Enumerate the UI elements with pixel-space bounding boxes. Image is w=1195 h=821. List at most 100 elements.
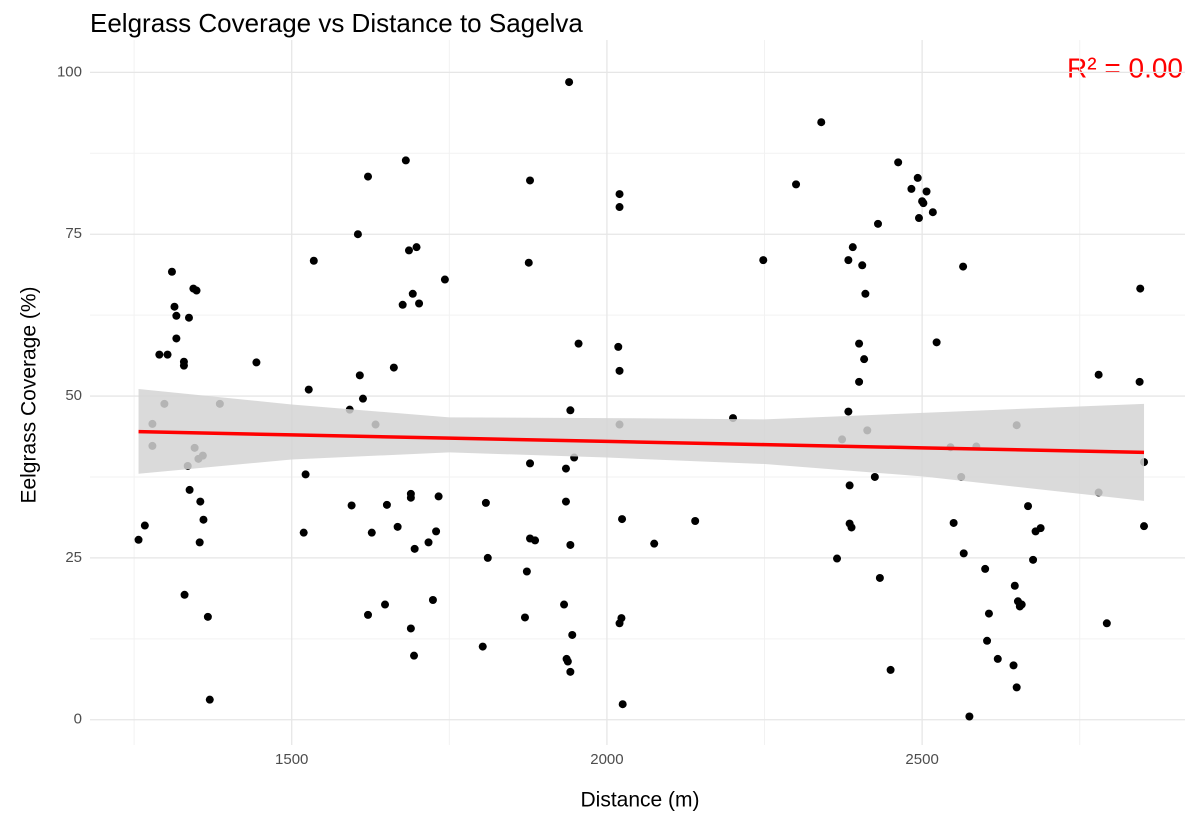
point [434, 492, 443, 501]
point [358, 394, 367, 403]
point [873, 219, 882, 228]
x-axis-title: Distance (m) [580, 789, 699, 812]
point [478, 642, 487, 651]
x-tick-label: 2500 [905, 751, 938, 768]
point [650, 539, 659, 548]
point [1017, 600, 1026, 609]
point [526, 176, 535, 185]
point [691, 517, 700, 526]
point [163, 350, 172, 359]
point [919, 199, 928, 208]
point [172, 334, 181, 343]
point [428, 595, 437, 604]
point [847, 523, 856, 532]
fit-line [138, 429, 1145, 455]
point [886, 665, 895, 674]
point [1012, 683, 1021, 692]
point [1010, 581, 1019, 590]
point [199, 515, 208, 524]
point [566, 540, 575, 549]
point [522, 567, 531, 576]
y-axis-title: Eelgrass Coverage (%) [18, 286, 41, 503]
point [424, 538, 433, 547]
point [483, 553, 492, 562]
point [1135, 377, 1144, 386]
point [922, 187, 931, 196]
point [415, 299, 424, 308]
point [364, 172, 373, 181]
point [408, 289, 417, 298]
point [870, 472, 879, 481]
point [1029, 555, 1038, 564]
point [203, 612, 212, 621]
point [524, 258, 533, 267]
point [614, 342, 623, 351]
point [195, 538, 204, 547]
point [561, 497, 570, 506]
chart-title: Eelgrass Coverage vs Distance to Sagelva [90, 8, 583, 38]
point [167, 267, 176, 276]
point [155, 350, 164, 359]
confidence-band [138, 388, 1145, 501]
point [134, 535, 143, 544]
point [844, 407, 853, 416]
point [894, 158, 903, 167]
point [833, 554, 842, 563]
point [563, 657, 572, 666]
point [531, 536, 540, 545]
point [1102, 619, 1111, 628]
point [205, 695, 214, 704]
point [1094, 370, 1103, 379]
point [364, 610, 373, 619]
point [406, 624, 415, 633]
point [526, 459, 535, 468]
point [858, 261, 867, 270]
y-tick-label: 75 [65, 225, 82, 242]
point [347, 501, 356, 510]
point [196, 497, 205, 506]
point [432, 527, 441, 536]
point [355, 371, 364, 380]
point [440, 275, 449, 284]
point [1140, 522, 1149, 531]
point [844, 256, 853, 265]
point [410, 651, 419, 660]
point [180, 590, 189, 599]
point [949, 518, 958, 527]
point [560, 600, 569, 609]
point [845, 481, 854, 490]
point [520, 613, 529, 622]
point [170, 302, 179, 311]
point [759, 256, 768, 265]
point [353, 230, 362, 239]
point [860, 355, 869, 364]
point [481, 498, 490, 507]
point [309, 256, 318, 265]
y-tick-label: 100 [57, 63, 82, 80]
point [615, 203, 624, 212]
point [1024, 502, 1033, 511]
point [412, 243, 421, 252]
point [566, 667, 575, 676]
point [914, 214, 923, 223]
y-tick-label: 50 [65, 387, 82, 404]
point [404, 246, 413, 255]
point [1009, 661, 1018, 670]
y-tick-label: 25 [65, 549, 82, 566]
x-tick-label: 2000 [590, 751, 623, 768]
point [381, 600, 390, 609]
point [792, 180, 801, 189]
point [393, 522, 402, 531]
point [299, 528, 308, 537]
point [304, 385, 313, 394]
point [574, 339, 583, 348]
point [959, 262, 968, 271]
point [140, 521, 149, 530]
point [301, 470, 310, 479]
y-tick-label: 0 [74, 711, 82, 728]
point [382, 500, 391, 509]
point [192, 286, 201, 295]
x-tick-label: 1500 [275, 751, 308, 768]
point [615, 366, 624, 375]
